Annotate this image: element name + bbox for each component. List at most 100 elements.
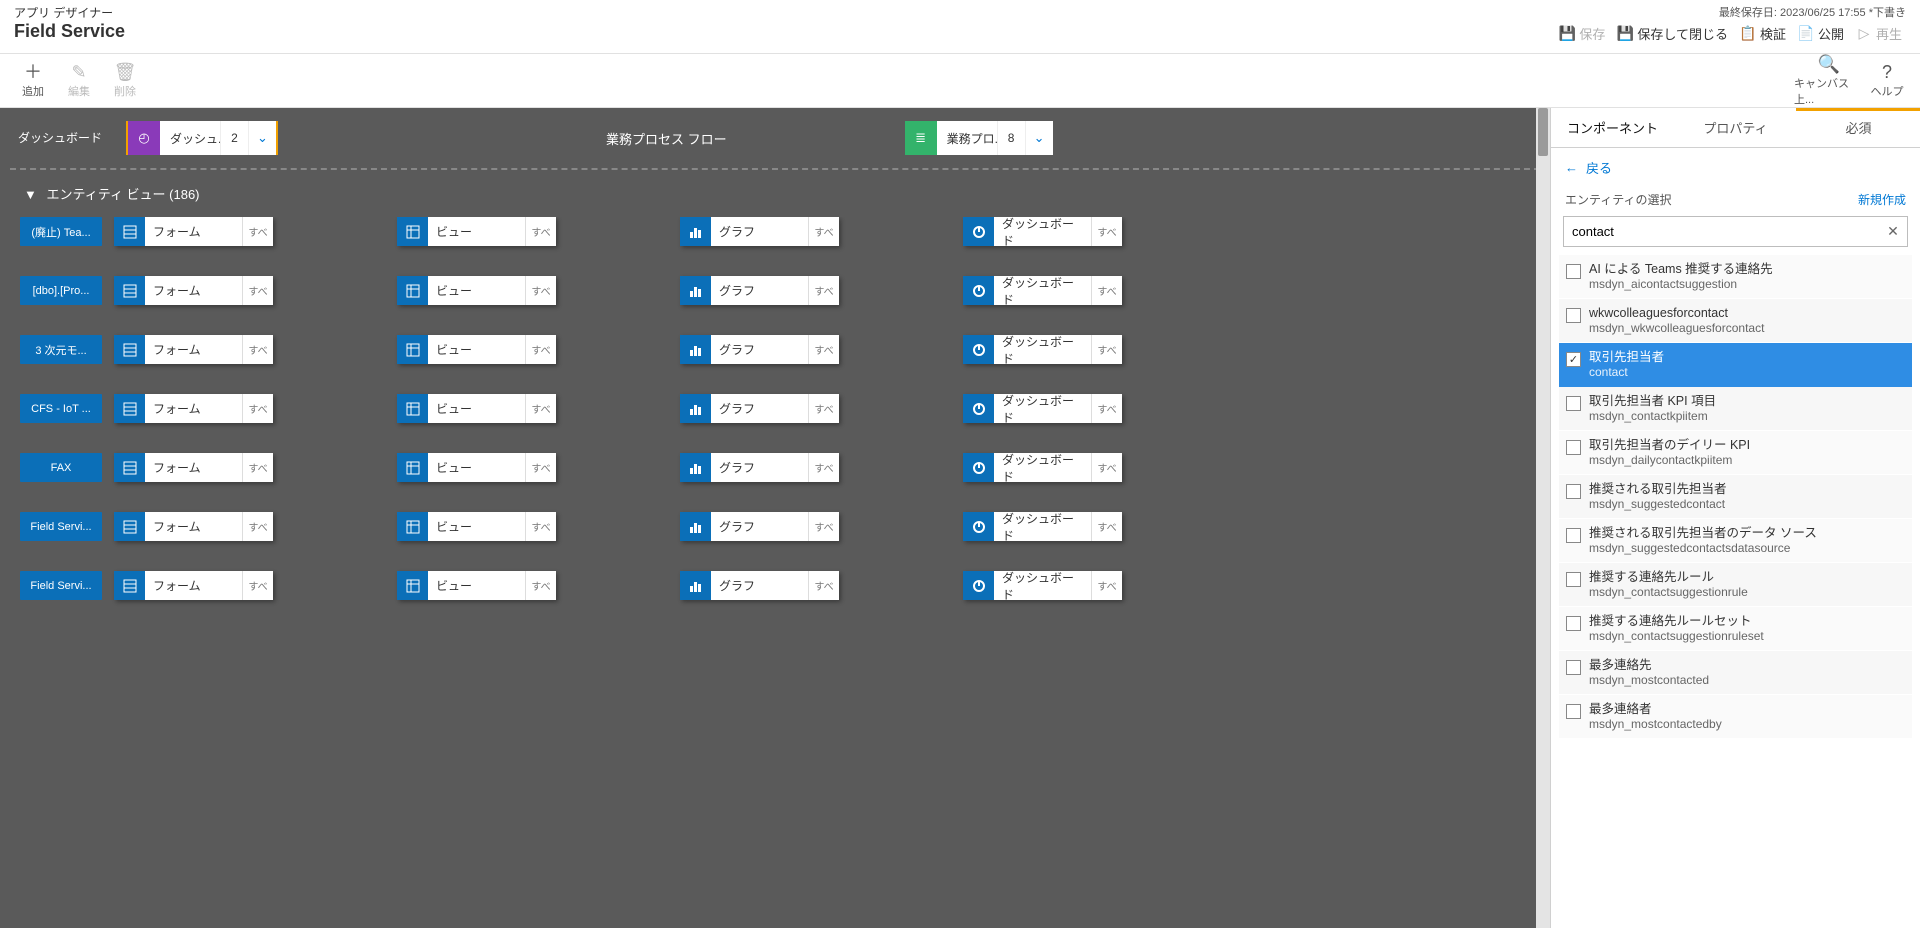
delete-button[interactable]: 🗑 削除: [102, 54, 148, 107]
save-button[interactable]: 💾 保存: [1555, 22, 1609, 45]
asset-all[interactable]: すべ: [809, 217, 839, 246]
asset-tile[interactable]: ビュー すべ: [397, 571, 556, 600]
asset-tile[interactable]: フォーム すべ: [114, 571, 273, 600]
asset-tile[interactable]: グラフ すべ: [680, 571, 839, 600]
asset-all[interactable]: すべ: [1092, 512, 1122, 541]
new-entity-link[interactable]: 新規作成: [1858, 191, 1906, 208]
dashboard-tile-dropdown[interactable]: ⌄: [248, 121, 276, 155]
bpf-tile-dropdown[interactable]: ⌄: [1025, 121, 1053, 155]
asset-tile[interactable]: ビュー すべ: [397, 453, 556, 482]
asset-tile[interactable]: ダッシュボード すべ: [963, 453, 1122, 482]
asset-all[interactable]: すべ: [1092, 276, 1122, 305]
asset-tile[interactable]: フォーム すべ: [114, 512, 273, 541]
entity-checkbox[interactable]: [1566, 396, 1581, 411]
entity-checkbox[interactable]: [1566, 528, 1581, 543]
entity-checkbox[interactable]: [1566, 308, 1581, 323]
canvas-scrollbar[interactable]: [1536, 108, 1550, 928]
validate-button[interactable]: 📋 検証: [1736, 22, 1790, 45]
asset-tile[interactable]: ビュー すべ: [397, 512, 556, 541]
asset-tile[interactable]: ダッシュボード すべ: [963, 276, 1122, 305]
asset-tile[interactable]: ビュー すべ: [397, 217, 556, 246]
entity-checkbox[interactable]: [1566, 704, 1581, 719]
asset-all[interactable]: すべ: [1092, 217, 1122, 246]
asset-all[interactable]: すべ: [809, 453, 839, 482]
asset-all[interactable]: すべ: [243, 394, 273, 423]
search-input[interactable]: [1564, 217, 1879, 246]
asset-all[interactable]: すべ: [526, 453, 556, 482]
asset-tile[interactable]: ダッシュボード すべ: [963, 394, 1122, 423]
entity-list-item[interactable]: AI による Teams 推奨する連絡先 msdyn_aicontactsugg…: [1559, 255, 1912, 298]
asset-tile[interactable]: フォーム すべ: [114, 217, 273, 246]
entity-list-item[interactable]: 推奨する連絡先ルール msdyn_contactsuggestionrule: [1559, 563, 1912, 606]
asset-all[interactable]: すべ: [243, 512, 273, 541]
tab-components[interactable]: コンポーネント: [1551, 108, 1674, 147]
entity-list-item[interactable]: wkwcolleaguesforcontact msdyn_wkwcolleag…: [1559, 299, 1912, 342]
entity-checkbox[interactable]: [1566, 660, 1581, 675]
asset-all[interactable]: すべ: [526, 276, 556, 305]
asset-tile[interactable]: フォーム すべ: [114, 276, 273, 305]
entity-view-header[interactable]: ▼ エンティティ ビュー (186): [0, 170, 1550, 217]
help-button[interactable]: ? ヘルプ: [1864, 54, 1910, 107]
dashboard-hdr-tile[interactable]: ◴ ダッシュ... 2 ⌄: [126, 121, 278, 155]
asset-tile[interactable]: グラフ すべ: [680, 217, 839, 246]
entity-checkbox[interactable]: [1566, 572, 1581, 587]
asset-tile[interactable]: グラフ すべ: [680, 276, 839, 305]
asset-tile[interactable]: フォーム すべ: [114, 335, 273, 364]
asset-all[interactable]: すべ: [243, 217, 273, 246]
entity-list-item[interactable]: 取引先担当者のデイリー KPI msdyn_dailycontactkpiite…: [1559, 431, 1912, 474]
bpf-hdr-tile[interactable]: �течі ≣ 業務プロ... 8 ⌄: [905, 121, 1053, 155]
asset-all[interactable]: すべ: [526, 335, 556, 364]
entity-list-item[interactable]: 推奨される取引先担当者 msdyn_suggestedcontact: [1559, 475, 1912, 518]
entity-chip[interactable]: FAX: [20, 453, 102, 482]
entity-chip[interactable]: Field Servi...: [20, 571, 102, 600]
asset-tile[interactable]: フォーム すべ: [114, 453, 273, 482]
asset-tile[interactable]: ダッシュボード すべ: [963, 571, 1122, 600]
asset-all[interactable]: すべ: [809, 335, 839, 364]
canvas-switch-button[interactable]: 🔍 キャンバス上...: [1794, 54, 1864, 107]
asset-all[interactable]: すべ: [243, 276, 273, 305]
play-button[interactable]: ▷ 再生: [1852, 22, 1906, 45]
asset-all[interactable]: すべ: [1092, 394, 1122, 423]
entity-checkbox[interactable]: [1566, 616, 1581, 631]
entity-list-item[interactable]: 推奨する連絡先ルールセット msdyn_contactsuggestionrul…: [1559, 607, 1912, 650]
asset-tile[interactable]: ダッシュボード すべ: [963, 217, 1122, 246]
asset-all[interactable]: すべ: [809, 512, 839, 541]
publish-button[interactable]: 📄 公開: [1794, 22, 1848, 45]
tab-required[interactable]: 必須: [1797, 108, 1920, 147]
asset-all[interactable]: すべ: [243, 335, 273, 364]
asset-all[interactable]: すべ: [526, 394, 556, 423]
asset-tile[interactable]: フォーム すべ: [114, 394, 273, 423]
entity-checkbox[interactable]: [1566, 440, 1581, 455]
entity-checkbox[interactable]: ✓: [1566, 352, 1581, 367]
asset-tile[interactable]: グラフ すべ: [680, 394, 839, 423]
entity-checkbox[interactable]: [1566, 484, 1581, 499]
asset-tile[interactable]: グラフ すべ: [680, 512, 839, 541]
asset-all[interactable]: すべ: [243, 571, 273, 600]
entity-chip[interactable]: [dbo].[Pro...: [20, 276, 102, 305]
scrollbar-thumb[interactable]: [1538, 108, 1548, 156]
asset-all[interactable]: すべ: [526, 217, 556, 246]
entity-chip[interactable]: 3 次元モ...: [20, 335, 102, 364]
entity-list-item[interactable]: 最多連絡者 msdyn_mostcontactedby: [1559, 695, 1912, 738]
entity-list-item[interactable]: 最多連絡先 msdyn_mostcontacted: [1559, 651, 1912, 694]
asset-tile[interactable]: グラフ すべ: [680, 453, 839, 482]
save-and-close-button[interactable]: 💾 保存して閉じる: [1613, 22, 1732, 45]
entity-checkbox[interactable]: [1566, 264, 1581, 279]
back-button[interactable]: ← 戻る: [1551, 148, 1920, 187]
asset-tile[interactable]: ビュー すべ: [397, 394, 556, 423]
clear-search-icon[interactable]: ✕: [1879, 223, 1907, 240]
entity-list-item[interactable]: ✓ 取引先担当者 contact: [1559, 343, 1912, 387]
add-button[interactable]: ＋ 追加: [10, 54, 56, 107]
asset-tile[interactable]: グラフ すべ: [680, 335, 839, 364]
asset-all[interactable]: すべ: [1092, 453, 1122, 482]
asset-all[interactable]: すべ: [809, 571, 839, 600]
entity-chip[interactable]: CFS - IoT ...: [20, 394, 102, 423]
asset-tile[interactable]: ビュー すべ: [397, 276, 556, 305]
entity-chip[interactable]: (廃止) Tea...: [20, 217, 102, 246]
asset-all[interactable]: すべ: [1092, 571, 1122, 600]
entity-list-item[interactable]: 取引先担当者 KPI 項目 msdyn_contactkpiitem: [1559, 387, 1912, 430]
asset-tile[interactable]: ダッシュボード すべ: [963, 335, 1122, 364]
edit-button[interactable]: ✎ 編集: [56, 54, 102, 107]
asset-tile[interactable]: ダッシュボード すべ: [963, 512, 1122, 541]
asset-all[interactable]: すべ: [1092, 335, 1122, 364]
